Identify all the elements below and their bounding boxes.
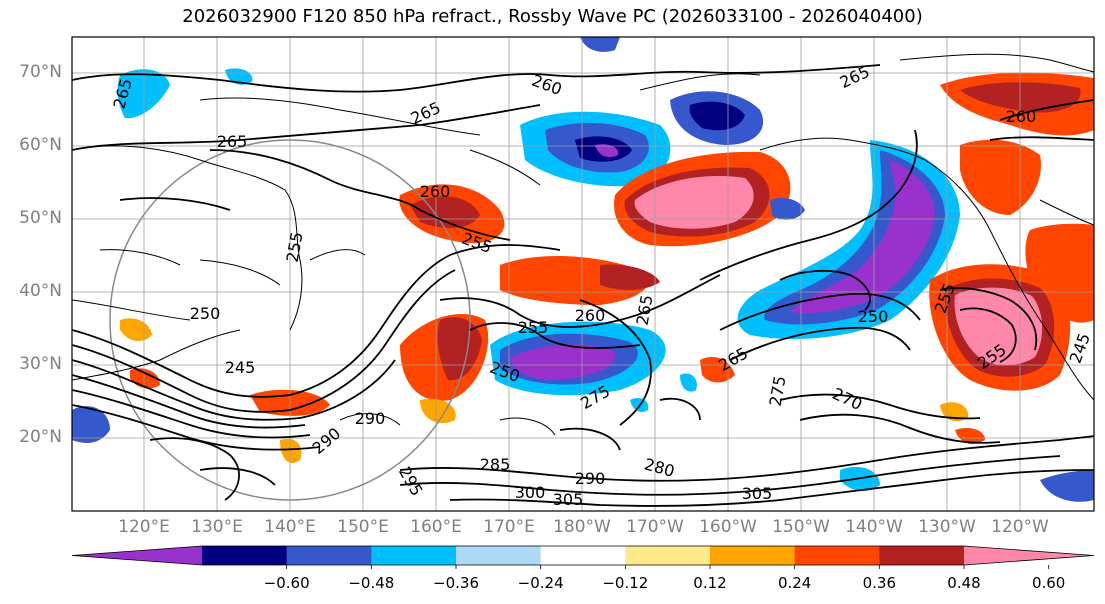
colorbar-tick-label: 0.48	[947, 574, 981, 592]
colorbar-swatch	[540, 546, 626, 565]
contours	[72, 64, 1094, 507]
map-title: 2026032900 F120 850 hPa refract., Rossby…	[182, 6, 923, 27]
lon-tick-label: 160°W	[699, 517, 757, 537]
lat-tick-label: 30°N	[19, 354, 62, 374]
colorbar	[71, 545, 1095, 569]
lat-tick-label: 70°N	[19, 62, 62, 82]
lat-tick-label: 20°N	[19, 427, 62, 447]
lon-tick-label: 150°E	[337, 517, 389, 537]
colorbar-tick-label: 0.12	[693, 574, 727, 592]
colorbar-tick-label: −0.24	[517, 574, 564, 592]
lon-tick-label: 130°W	[918, 517, 976, 537]
colorbar-extend-high	[964, 546, 1094, 565]
contour-label: 260	[420, 182, 451, 201]
colorbar-extend-low	[72, 546, 202, 565]
lat-tick-label: 60°N	[19, 135, 62, 155]
lon-tick-label: 120°E	[118, 517, 170, 537]
lon-tick-label: 140°E	[264, 517, 316, 537]
contour-label: 285	[480, 455, 511, 474]
contour-labels: 265 260 265 265 260 255 250 245 255 260 …	[110, 62, 1094, 509]
colorbar-swatch	[371, 546, 457, 565]
contour-label: 290	[355, 409, 386, 428]
lat-tick-label: 40°N	[19, 281, 62, 301]
lon-tick-label: 120°W	[991, 517, 1049, 537]
colorbar-swatch	[286, 546, 372, 565]
lon-tick-label: 170°W	[626, 517, 684, 537]
colorbar-tick-label: −0.36	[433, 574, 479, 592]
colorbar-tick-label: 0.24	[777, 574, 812, 592]
contour-label: 265	[217, 132, 248, 151]
colorbar-swatch	[879, 546, 965, 565]
lat-tick-label: 50°N	[19, 208, 62, 228]
contour-label: 250	[190, 304, 221, 323]
contour-label: 260	[1006, 107, 1037, 126]
colorbar-outline	[71, 545, 1095, 566]
lon-tick-label: 180°W	[553, 517, 611, 537]
map-plot-area: 265 260 265 265 260 255 250 245 255 260 …	[72, 37, 1094, 511]
lon-tick-label: 130°E	[191, 517, 243, 537]
colorbar-swatch	[794, 546, 880, 565]
coastlines	[72, 53, 1094, 401]
colorbar-tick-label: −0.12	[602, 574, 649, 592]
lon-tick-label: 170°E	[483, 517, 535, 537]
map-frame	[71, 36, 1095, 512]
colorbar-tick-label: −0.48	[348, 574, 395, 592]
colorbar-swatch	[710, 546, 796, 565]
contour-label: 305	[742, 484, 773, 503]
contour-label: 260	[575, 306, 606, 325]
contour-label: 245	[225, 358, 256, 377]
lon-tick-label: 150°W	[772, 517, 830, 537]
colorbar-tick-label: 0.36	[862, 574, 897, 592]
lon-tick-label: 140°W	[845, 517, 903, 537]
lon-tick-label: 160°E	[410, 517, 462, 537]
colorbar-swatch	[625, 546, 711, 565]
colorbar-swatch	[202, 546, 288, 565]
contour-label: 305	[553, 490, 584, 509]
colorbar-swatch	[456, 546, 542, 565]
contour-label: 290	[575, 469, 606, 488]
contours-thin	[72, 249, 556, 436]
colorbar-tick-label: −0.60	[263, 574, 310, 592]
contour-label: 250	[858, 307, 889, 326]
colorbar-tick-label: 0.60	[1031, 574, 1066, 592]
contour-label: 300	[515, 483, 546, 502]
contour-label: 255	[518, 318, 549, 337]
reference-circle	[109, 139, 471, 501]
